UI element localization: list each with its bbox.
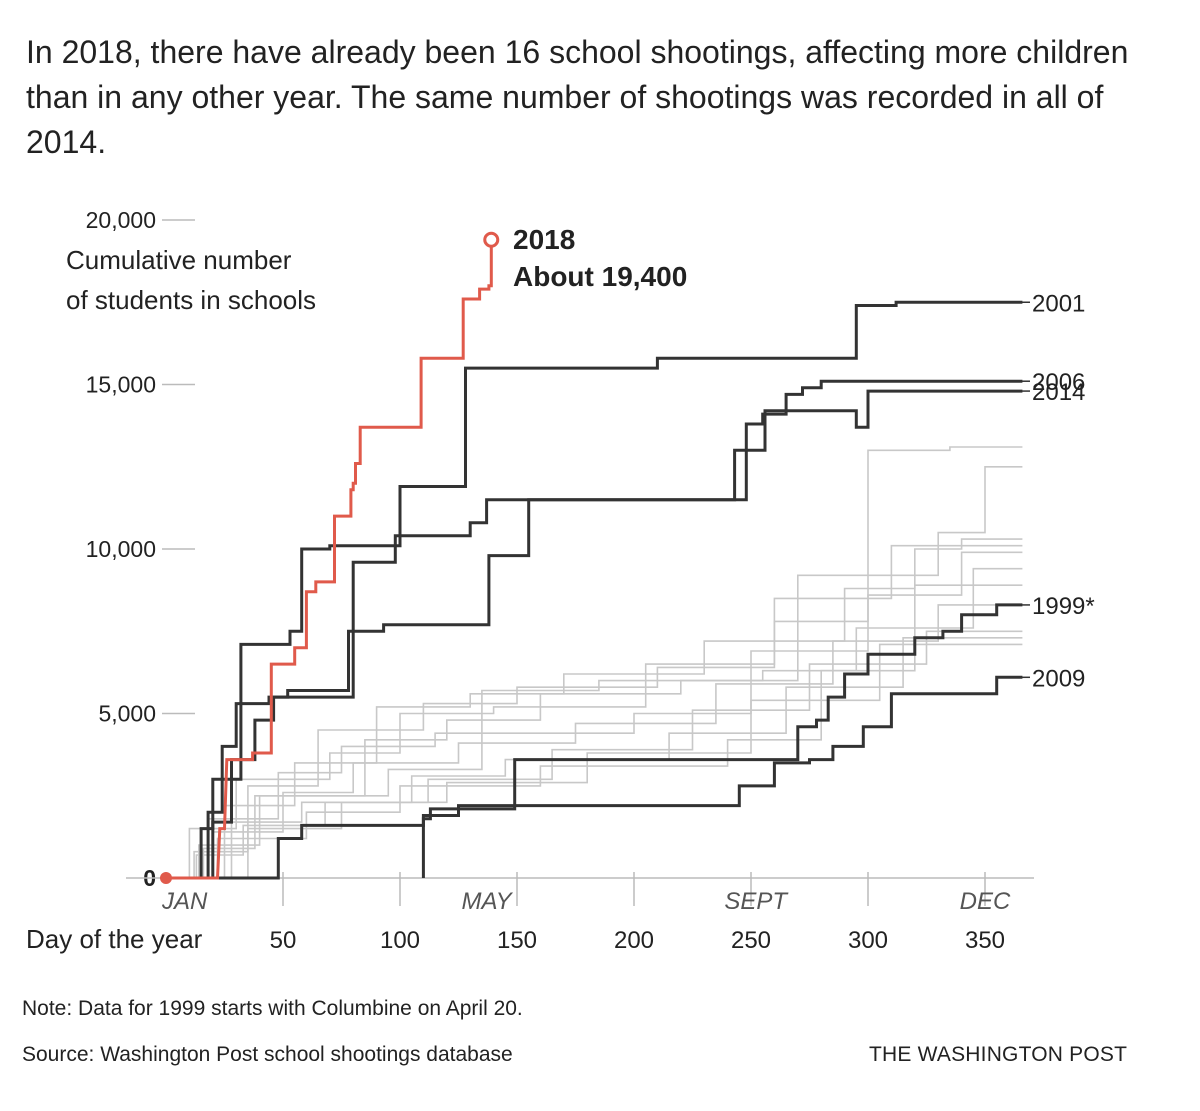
y-tick-label: 10,000: [86, 536, 156, 562]
series-line-2018: [166, 239, 493, 880]
x-tick-label: 250: [731, 927, 771, 954]
series-line-other-year: [166, 567, 1023, 879]
annotation-year: 2018: [513, 224, 575, 255]
series-label-1999: 1999*: [1032, 593, 1095, 620]
month-label: MAY: [461, 888, 513, 915]
chart-note: Note: Data for 1999 starts with Columbin…: [22, 997, 523, 1020]
series-line-other-year: [166, 446, 1023, 879]
series-line-2006: [166, 379, 1023, 880]
month-label: JAN: [161, 888, 208, 915]
start-point-marker: [160, 872, 172, 884]
x-axis-label: Day of the year: [26, 924, 203, 954]
x-tick-label: 350: [965, 927, 1005, 954]
y-axis-label-line-2: of students in schools: [66, 285, 316, 315]
publisher-logo: THE WASHINGTON POST: [869, 1043, 1128, 1066]
series-line-2009: [166, 675, 1023, 880]
x-tick-label: 50: [270, 927, 297, 954]
series-line-2001: [166, 300, 1023, 880]
y-tick-label: 5,000: [98, 701, 156, 727]
series-label-2006: 2006: [1032, 369, 1085, 396]
end-point-marker: [483, 231, 500, 248]
x-tick-label: 300: [848, 927, 888, 954]
x-axis: 50 100 150 200 250 300 350 JAN MAY SEPT DEC: [126, 872, 1034, 954]
series-label-2009: 2009: [1032, 665, 1085, 692]
series-line-other-year: [166, 544, 1023, 879]
series-line-other-year: [166, 551, 1023, 879]
y-tick-label: 15,000: [86, 372, 156, 398]
series-line-1999: [421, 603, 1023, 878]
month-label: SEPT: [724, 888, 789, 915]
series-line-other-year: [166, 538, 1023, 879]
series-line-other-year: [166, 630, 1023, 879]
chart-source: Source: Washington Post school shootings…: [22, 1043, 513, 1066]
series-line-other-year: [166, 604, 1023, 879]
y-axis-label-line-1: Cumulative number: [66, 245, 292, 275]
series-line-other-year: [166, 584, 1023, 879]
series-label-2014: 2014: [1032, 379, 1085, 406]
x-tick-label: 100: [380, 927, 420, 954]
background-series-group: [166, 446, 1023, 879]
series-label-2001: 2001: [1032, 290, 1085, 317]
month-label: DEC: [960, 888, 1011, 915]
annotation-value: About 19,400: [513, 261, 687, 292]
series-line-other-year: [166, 643, 1023, 879]
x-tick-label: 150: [497, 927, 537, 954]
y-tick-label: 20,000: [86, 207, 156, 233]
current-year-annotation: 2018 About 19,400: [513, 224, 687, 292]
x-tick-label: 200: [614, 927, 654, 954]
current-year-series-group: [160, 231, 500, 884]
headline: In 2018, there have already been 16 scho…: [26, 34, 1129, 160]
series-line-other-year: [166, 465, 1023, 879]
